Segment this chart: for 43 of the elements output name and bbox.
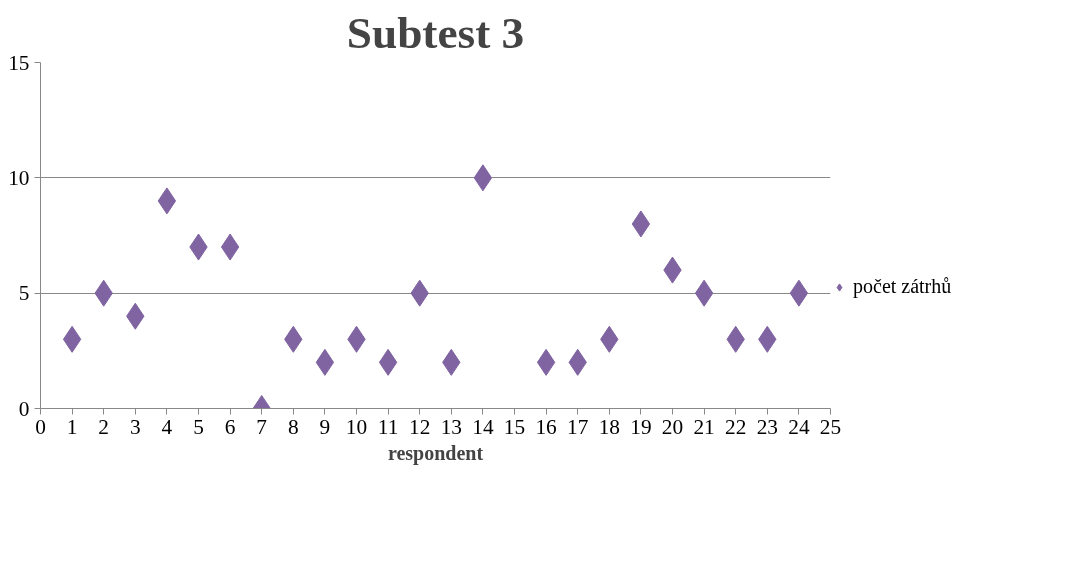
- x-tick-label: 23: [756, 414, 778, 439]
- point: [473, 164, 493, 192]
- point: [789, 279, 809, 307]
- x-tick-label: 1: [66, 414, 78, 439]
- x-tick-label: 3: [129, 414, 141, 439]
- x-tick-label: 22: [725, 414, 747, 439]
- x-tick-label: 5: [193, 414, 204, 439]
- x-tick-label: 16: [535, 414, 558, 439]
- point: [315, 348, 335, 376]
- point: [220, 233, 240, 261]
- x-tick-label: 4: [161, 414, 173, 439]
- x-axis-title: respondent: [387, 441, 484, 465]
- x-tick-label: 11: [377, 414, 399, 439]
- y-tick-label: 10: [8, 165, 30, 190]
- x-tick-label: 18: [598, 414, 620, 439]
- x-tick-label: 25: [819, 414, 842, 439]
- x-tick-label: 7: [256, 414, 268, 439]
- x-tick-label: 17: [567, 414, 589, 439]
- point: [378, 348, 398, 376]
- y-tick-label: 15: [8, 50, 30, 75]
- x-tick-label: 12: [409, 414, 431, 439]
- point: [536, 348, 556, 376]
- point: [157, 187, 177, 215]
- x-tick-label: 0: [35, 414, 46, 439]
- x-tick-label: 9: [319, 414, 331, 439]
- x-tick-label: 10: [345, 414, 368, 439]
- x-tick-label: 2: [98, 414, 110, 439]
- x-tick-label: 24: [788, 414, 810, 439]
- y-tick-label: 5: [18, 281, 30, 306]
- point: [631, 210, 651, 238]
- legend-label: počet zátrhů: [853, 275, 952, 298]
- x-tick-label: 21: [693, 414, 715, 439]
- x-tick-label: 19: [630, 414, 652, 439]
- chart-title: Subtest 3: [346, 7, 525, 58]
- y-tick-label: 0: [18, 396, 30, 421]
- x-tick-label: 6: [224, 414, 236, 439]
- x-tick-label: 20: [661, 414, 684, 439]
- x-tick-label: 13: [440, 414, 462, 439]
- point: [62, 325, 82, 353]
- point: [694, 279, 714, 307]
- x-tick-label: 14: [472, 414, 494, 439]
- x-tick-label: 15: [503, 414, 526, 439]
- x-tick-label: 8: [287, 414, 299, 439]
